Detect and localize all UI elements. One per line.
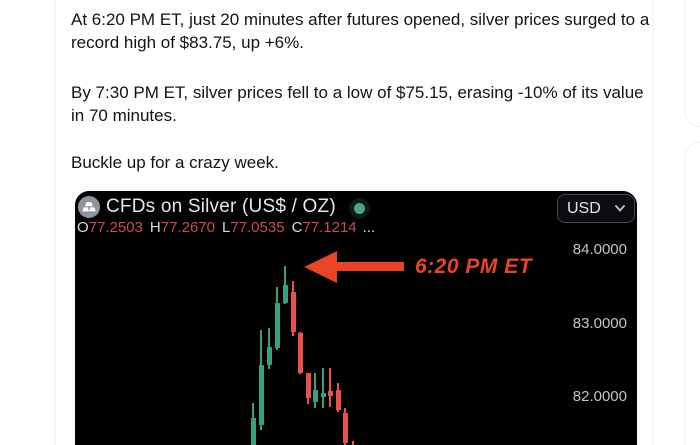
chart-title: CFDs on Silver (US$ / OZ) (106, 196, 336, 217)
y-axis-tick: 82.0000 (572, 388, 627, 405)
annotation-arrow-shaft (335, 262, 404, 271)
candle-body (335, 389, 341, 411)
ohlc-label: C (291, 219, 303, 236)
candle-body (327, 391, 333, 397)
candle-body (274, 302, 280, 348)
annotation-label: 6:20 PM ET (415, 255, 533, 278)
y-axis-tick: 84.0000 (572, 241, 627, 258)
ohlc-ellipsis: ... (362, 219, 376, 236)
ohlc-label: H (149, 219, 161, 236)
ohlc-row: O77.2503 H77.2670 L77.0535 C77.1214... (77, 219, 375, 236)
candle-body (342, 413, 348, 444)
ohlc-label: L (221, 219, 231, 236)
currency-dropdown[interactable]: USD (557, 194, 635, 223)
candle-body (282, 285, 288, 303)
post-paragraph-2: By 7:30 PM ET, silver prices fell to a l… (71, 83, 644, 125)
y-axis-tick: 83.0000 (572, 314, 627, 332)
currency-value: USD (567, 199, 601, 217)
chart-media-card[interactable]: CFDs on Silver (US$ / OZ) USD O77.2503 H7… (75, 191, 637, 445)
ohlc-value: 77.2670 (160, 219, 215, 236)
ohlc-value: 77.0535 (230, 219, 285, 236)
silver-ingots-icon (78, 196, 100, 218)
candle-body (250, 418, 256, 445)
candle-wick (352, 441, 354, 445)
timeline-left-border (55, 0, 56, 445)
market-open-dot (354, 203, 365, 214)
candle-body (312, 389, 318, 403)
ohlc-value: 77.2503 (88, 219, 143, 236)
candle-body (290, 291, 296, 333)
chevron-down-icon (615, 205, 625, 212)
candle-wick (322, 368, 324, 409)
post-paragraph-3: Buckle up for a crazy week. (71, 153, 279, 172)
timeline-right-border (653, 0, 654, 445)
sidebar-card-bottom (684, 142, 700, 445)
candle-wick (329, 368, 331, 408)
candle-body (297, 333, 303, 373)
annotation-arrow-head (304, 251, 337, 283)
sidebar-card-top (684, 0, 700, 127)
candle-body (320, 393, 326, 397)
candle-body (266, 347, 272, 365)
ohlc-label: O (77, 219, 89, 236)
candle-body (258, 364, 264, 425)
candle-body (305, 372, 311, 398)
post-body: At 6:20 PM ET, just 20 minutes after fut… (71, 0, 655, 174)
post-paragraph-1: At 6:20 PM ET, just 20 minutes after fut… (71, 10, 650, 52)
ohlc-value: 77.1214 (302, 219, 357, 236)
candles-layer (75, 191, 637, 445)
